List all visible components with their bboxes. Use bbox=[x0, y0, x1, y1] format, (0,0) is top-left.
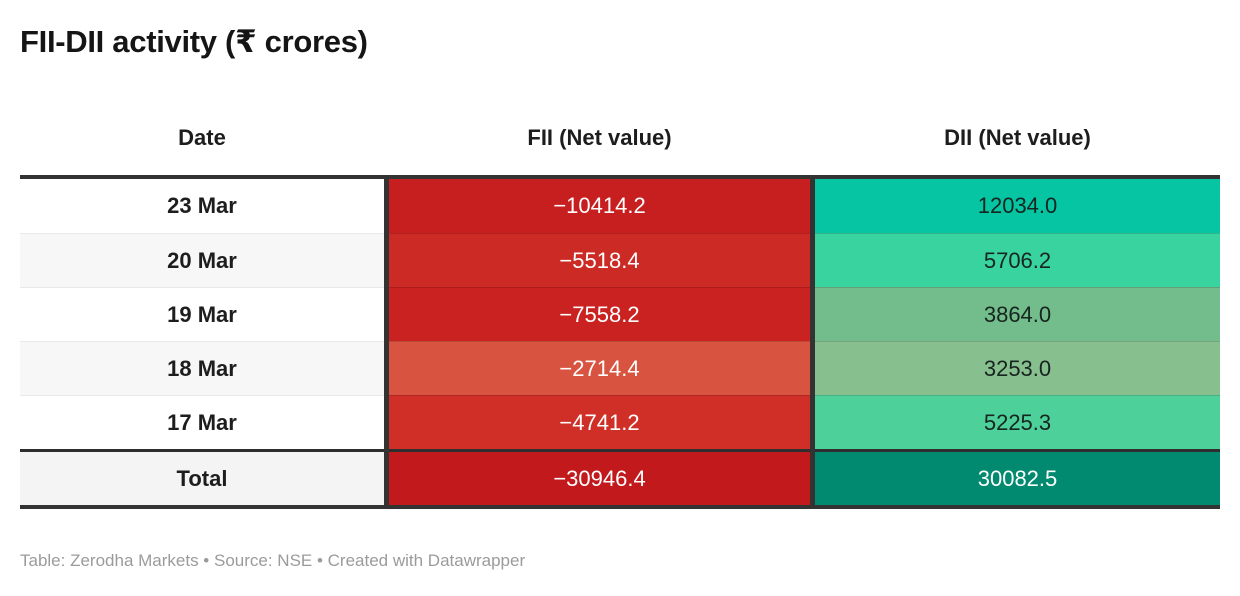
date-cell-23-mar: 23 Mar bbox=[20, 179, 384, 233]
date-cell-20-mar: 20 Mar bbox=[20, 233, 384, 287]
data-table: 23 Mar −10414.2 12034.0 20 Mar −5518.4 5… bbox=[20, 175, 1220, 509]
dii-cell-18-mar: 3253.0 bbox=[815, 341, 1220, 395]
total-dii-cell: 30082.5 bbox=[815, 449, 1220, 505]
fii-cell-18-mar: −2714.4 bbox=[389, 341, 810, 395]
dii-cell-17-mar: 5225.3 bbox=[815, 395, 1220, 449]
fii-cell-19-mar: −7558.2 bbox=[389, 287, 810, 341]
date-cell-18-mar: 18 Mar bbox=[20, 341, 384, 395]
total-label-cell: Total bbox=[20, 449, 384, 505]
dii-cell-20-mar: 5706.2 bbox=[815, 233, 1220, 287]
dii-cell-19-mar: 3864.0 bbox=[815, 287, 1220, 341]
fii-cell-20-mar: −5518.4 bbox=[389, 233, 810, 287]
date-cell-19-mar: 19 Mar bbox=[20, 287, 384, 341]
attribution: Table: Zerodha Markets • Source: NSE • C… bbox=[20, 551, 526, 570]
fii-cell-17-mar: −4741.2 bbox=[389, 395, 810, 449]
dii-cell-23-mar: 12034.0 bbox=[815, 179, 1220, 233]
page-title: FII-DII activity (₹ crores) bbox=[20, 24, 368, 59]
column-header-date: Date bbox=[178, 125, 226, 150]
total-fii-cell: −30946.4 bbox=[389, 449, 810, 505]
table-header-row: Date FII (Net value) DII (Net value) bbox=[20, 117, 1220, 175]
column-header-dii: DII (Net value) bbox=[944, 125, 1091, 150]
fii-cell-23-mar: −10414.2 bbox=[389, 179, 810, 233]
column-header-fii: FII (Net value) bbox=[527, 125, 672, 150]
date-cell-17-mar: 17 Mar bbox=[20, 395, 384, 449]
